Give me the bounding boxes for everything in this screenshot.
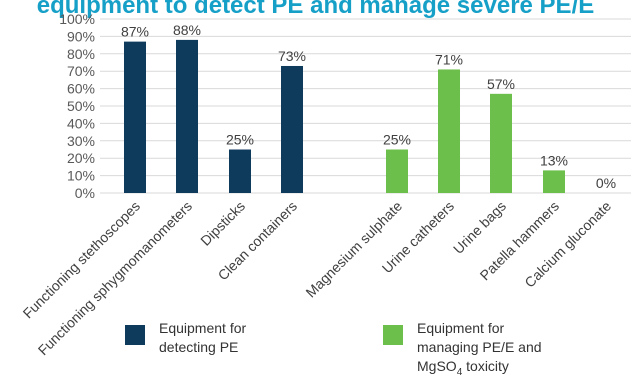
- legend-detecting-line1: Equipment for: [159, 320, 247, 336]
- legend-label-detecting: Equipment for detecting PE: [159, 319, 246, 357]
- legend-managing-line3-post: toxicity: [462, 358, 509, 374]
- bar-detecting: [281, 65, 303, 193]
- legend-detecting-line2: detecting PE: [159, 339, 239, 355]
- data-label: 73%: [278, 48, 306, 64]
- data-label: 25%: [226, 132, 254, 148]
- legend-label-managing: Equipment for managing PE/E and MgSO4 to…: [417, 319, 542, 376]
- bar-managing: [386, 149, 408, 193]
- y-tick-label: 50%: [67, 98, 95, 114]
- y-tick-label: 30%: [67, 133, 95, 149]
- y-tick-label: 60%: [67, 81, 95, 97]
- y-tick-label: 20%: [67, 150, 95, 166]
- legend-item-detecting: Equipment for detecting PE: [125, 319, 246, 357]
- legend-managing-line3: MgSO4 toxicity: [417, 357, 542, 376]
- data-label: 88%: [173, 22, 201, 38]
- y-tick-label: 100%: [59, 11, 95, 27]
- bar-detecting: [176, 39, 198, 193]
- data-label: 0%: [596, 175, 616, 191]
- legend-managing-line1: Equipment for: [417, 320, 505, 336]
- y-tick-label: 40%: [67, 115, 95, 131]
- legend-managing-line3-sub: 4: [456, 366, 463, 376]
- legend-swatch-managing: [383, 325, 403, 345]
- chart-title: equipment to detect PE and manage severe…: [36, 0, 595, 19]
- data-label: 25%: [383, 132, 411, 148]
- y-tick-label: 80%: [67, 46, 95, 62]
- legend-managing-line3-pre: MgSO: [417, 358, 457, 374]
- legend-managing-line2: managing PE/E and: [417, 339, 542, 355]
- data-label: 87%: [121, 24, 149, 40]
- y-tick-label: 10%: [67, 168, 95, 184]
- data-label: 57%: [487, 76, 515, 92]
- y-tick-label: 90%: [67, 28, 95, 44]
- bar-managing: [490, 93, 512, 193]
- bar-managing: [438, 69, 460, 193]
- x-tick-label: Calcium gluconate: [521, 198, 614, 291]
- x-tick-label: Dipsticks: [197, 198, 248, 249]
- data-label: 13%: [540, 152, 568, 168]
- x-tick-label: Magnesium sulphate: [302, 198, 405, 301]
- data-label: 71%: [435, 51, 463, 67]
- y-tick-label: 70%: [67, 63, 95, 79]
- legend-item-managing: Equipment for managing PE/E and MgSO4 to…: [383, 319, 542, 376]
- y-tick-label: 0%: [75, 185, 95, 201]
- bar-detecting: [124, 41, 146, 194]
- bar-managing: [543, 170, 565, 193]
- bar-detecting: [229, 149, 251, 193]
- legend-swatch-detecting: [125, 325, 145, 345]
